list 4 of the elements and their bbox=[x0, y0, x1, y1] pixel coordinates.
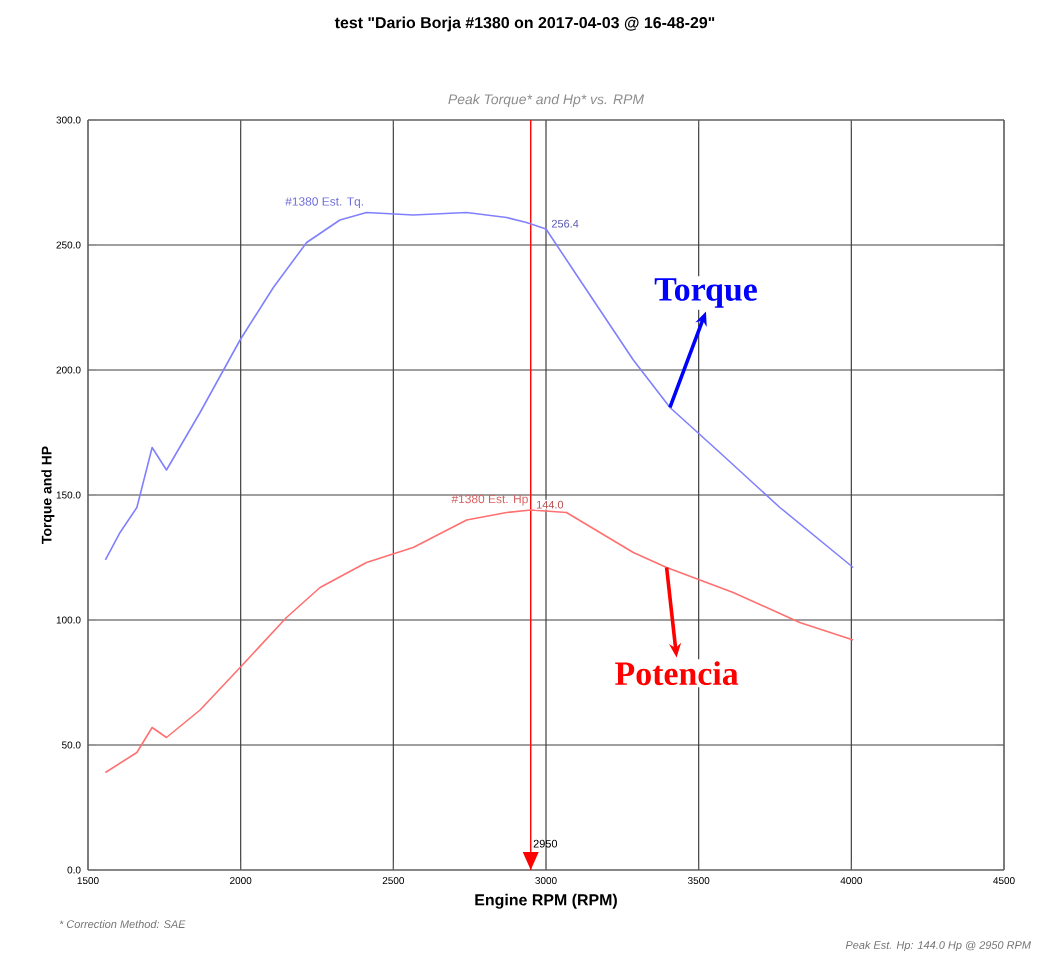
line-series bbox=[104, 509, 854, 774]
annotation: Torque bbox=[654, 278, 757, 308]
line-series bbox=[104, 211, 854, 569]
annotation: Potencia bbox=[615, 661, 739, 686]
